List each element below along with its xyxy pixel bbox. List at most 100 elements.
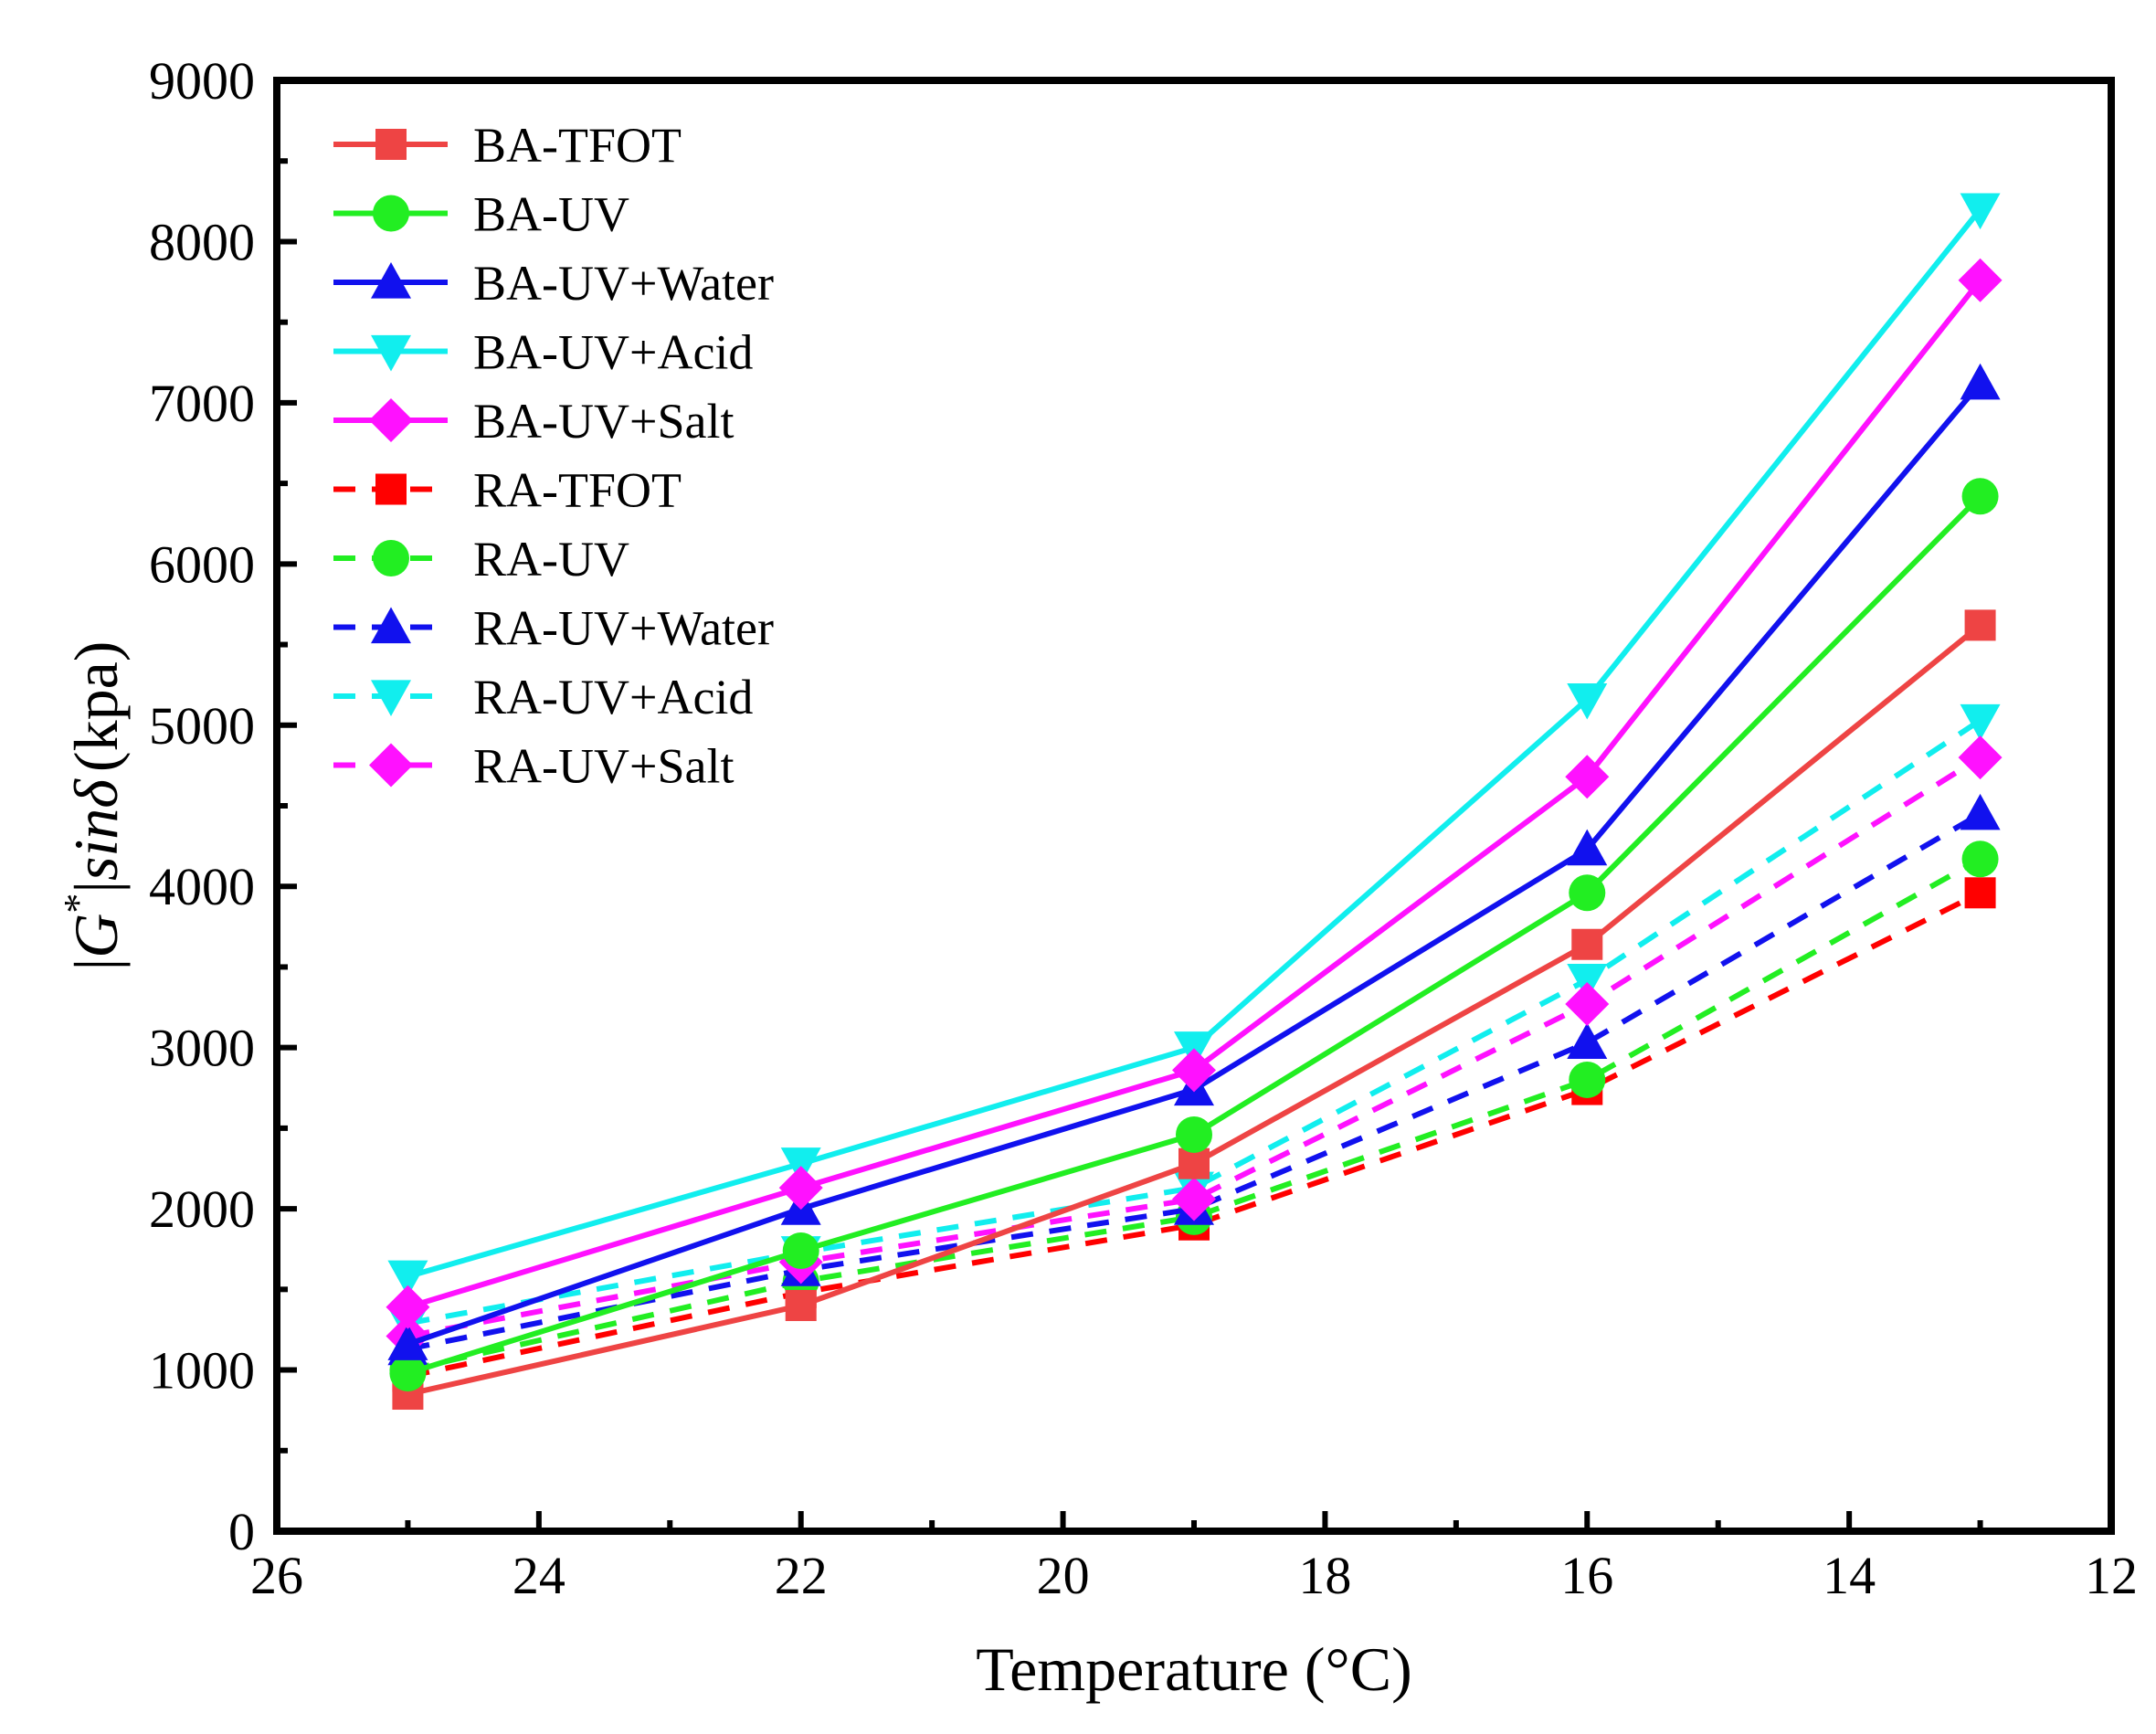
data-point: [1960, 703, 2001, 741]
data-point: [778, 1166, 823, 1211]
legend: BA-TFOT BA-UV BA-UV+Water BA-UV+Acid BA-UV+S…: [333, 118, 774, 794]
data-point: [386, 1285, 430, 1329]
y-tick-label: 1000: [149, 1341, 255, 1401]
y-tick-label: 8000: [149, 212, 255, 271]
legend-marker: [369, 398, 413, 442]
legend-item: BA-UV: [333, 187, 629, 242]
data-point: [1960, 793, 2001, 830]
data-point: [1567, 682, 1608, 720]
legend-marker: [373, 540, 409, 576]
series-line: [407, 890, 1982, 1380]
data-point: [1567, 963, 1608, 1000]
legend-marker: [371, 607, 411, 644]
data-point: [1958, 735, 2003, 780]
data-point: [1172, 1177, 1216, 1221]
legend-label: RA-TFOT: [473, 463, 682, 518]
data-point: [1567, 1022, 1608, 1059]
y-tick-label: 5000: [149, 696, 255, 756]
data-point: [780, 1147, 821, 1184]
legend-item: RA-UV+Salt: [333, 739, 734, 794]
y-tick-label: 4000: [149, 857, 255, 916]
data-point: [785, 1289, 817, 1321]
series-line: [407, 856, 1982, 1373]
data-point: [1569, 874, 1606, 912]
x-tick-label: 24: [513, 1546, 565, 1605]
axes-layer: 26 24 22 20 18 16 14 12 0 1000 2000 3000 4000 5000 600…: [149, 51, 2138, 1605]
data-point: [1964, 609, 1996, 641]
x-tick-label: 22: [775, 1546, 828, 1605]
legend-item: RA-UV: [333, 532, 629, 587]
y-title-sin: sin: [61, 809, 131, 881]
x-tick-label: 12: [2085, 1546, 2138, 1605]
y-axis-title: |G*|sinδ(kpa): [56, 641, 131, 971]
data-point: [1960, 363, 2001, 400]
data-point: [1964, 877, 1996, 909]
legend-marker: [375, 473, 407, 505]
data-point: [387, 1324, 428, 1360]
plot-frame: [273, 77, 2115, 1535]
legend-label: BA-UV+Acid: [473, 325, 753, 380]
y-title-unit: (kpa): [61, 641, 131, 772]
legend-label: BA-UV: [473, 187, 629, 242]
series-line: [407, 755, 1982, 1339]
legend-marker: [373, 195, 409, 232]
y-tick-label: 3000: [149, 1019, 255, 1078]
y-title-delta: δ: [61, 778, 131, 809]
legend-marker: [369, 743, 413, 788]
y-tick-label: 2000: [149, 1179, 255, 1239]
legend-item: BA-UV+Acid: [333, 325, 753, 380]
data-point: [1176, 1115, 1212, 1153]
y-title-bar-right: |: [61, 881, 131, 893]
legend-marker: [371, 334, 411, 372]
series-ba-tfot: [392, 609, 1996, 1411]
legend-label: RA-UV+Water: [473, 601, 774, 656]
series-ba-uv-salt: [386, 258, 2003, 1329]
x-tick-label: 16: [1560, 1546, 1613, 1605]
x-tick-label: 14: [1823, 1546, 1876, 1605]
y-title-bar-left: |: [61, 958, 131, 971]
series-line: [407, 717, 1982, 1327]
y-title-star: *: [56, 893, 100, 914]
series-ba-uv: [389, 478, 1999, 1392]
x-tick-label: 20: [1037, 1546, 1090, 1605]
legend-label: BA-UV+Salt: [473, 394, 734, 449]
legend-marker: [371, 680, 411, 716]
legend-item: BA-UV+Water: [333, 256, 774, 311]
data-point: [1571, 928, 1603, 960]
legend-item: RA-UV+Acid: [333, 670, 753, 724]
series-layer: [386, 193, 2003, 1411]
data-point: [1565, 982, 1610, 1027]
legend-label: RA-UV: [473, 532, 629, 587]
y-tick-label: 6000: [149, 534, 255, 594]
legend-label: BA-TFOT: [473, 118, 682, 173]
data-point: [1567, 829, 1608, 866]
legend-item: BA-UV+Salt: [333, 394, 734, 449]
series-ra-uv-salt: [386, 735, 2003, 1359]
data-point: [782, 1232, 819, 1269]
y-tick-label: 7000: [149, 374, 255, 433]
data-point: [389, 1355, 427, 1392]
data-point: [1178, 1147, 1210, 1179]
data-point: [1958, 258, 2003, 302]
legend-label: RA-UV+Salt: [473, 739, 734, 794]
data-point: [1961, 841, 1999, 878]
legend-label: RA-UV+Acid: [473, 670, 753, 724]
data-point: [1565, 755, 1610, 799]
legend-label: BA-UV+Water: [473, 256, 774, 311]
data-point: [1960, 193, 2001, 230]
legend-item: BA-TFOT: [333, 118, 682, 173]
y-title-g: G: [61, 914, 131, 958]
data-point: [387, 1260, 428, 1297]
legend-marker: [375, 129, 407, 160]
data-point: [1172, 1048, 1216, 1093]
x-tick-label: 26: [250, 1546, 303, 1605]
data-point: [1961, 478, 1999, 515]
data-point: [1569, 1061, 1606, 1098]
x-axis-title: Temperature (°C): [976, 1634, 1411, 1704]
x-tick-label: 18: [1298, 1546, 1351, 1605]
y-tick-label: 0: [228, 1502, 255, 1561]
legend-item: RA-TFOT: [333, 463, 682, 518]
y-tick-label: 9000: [149, 51, 255, 111]
